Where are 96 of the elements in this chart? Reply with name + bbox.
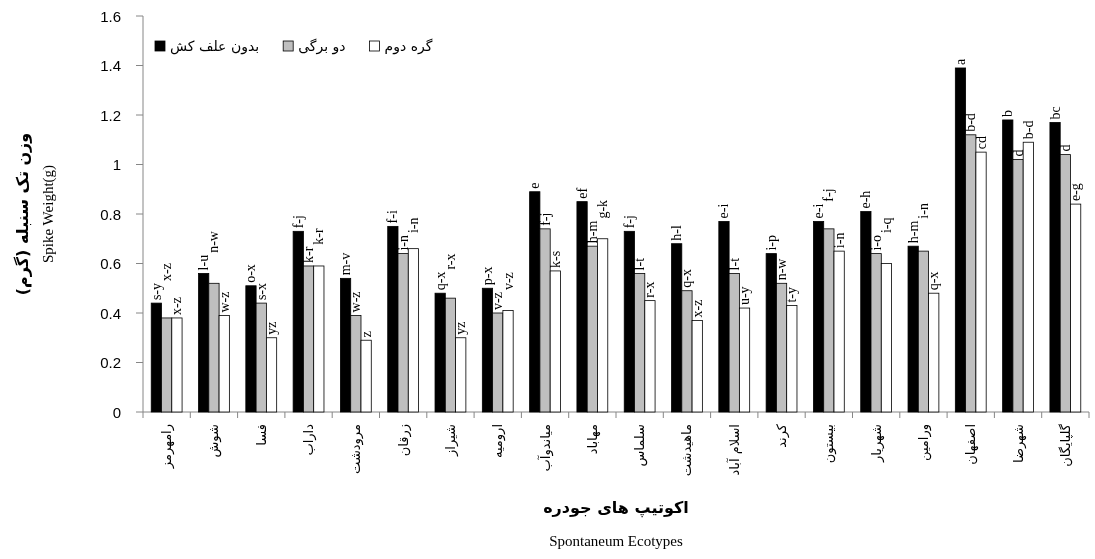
category-label: فسا (253, 424, 269, 446)
data-label: k-r (301, 246, 317, 263)
legend-label: بدون علف کش (170, 38, 260, 54)
data-label: k-s (547, 250, 563, 268)
data-label: b-d (1020, 120, 1036, 140)
data-label: e-i (716, 203, 732, 219)
data-label: v-z (500, 272, 516, 291)
data-label: cd (973, 135, 989, 150)
data-label: e-i (811, 203, 827, 219)
y-tick-label: 1.2 (100, 106, 121, 124)
data-label: o-x (243, 264, 259, 283)
data-label: q-x (926, 271, 942, 291)
category-label: مرودشت (348, 424, 364, 474)
category-label: کرند (774, 424, 790, 448)
data-label: b-d (963, 113, 979, 132)
data-label: ef (574, 187, 590, 199)
data-label: f-j (821, 188, 837, 202)
category-label: سلماس (632, 424, 648, 467)
data-label: v-z (490, 292, 506, 310)
data-label: f-i (385, 210, 401, 224)
data-label: x-z (689, 299, 705, 318)
data-label: h-l (669, 225, 685, 241)
data-label: m-v (338, 252, 354, 276)
category-label: اسلام آباد (726, 424, 742, 476)
category-label: میاندوآب (537, 424, 553, 472)
data-label: w-z (216, 291, 232, 313)
data-label: n-w (206, 231, 222, 253)
data-label: e (527, 182, 543, 189)
data-label: i-n (405, 217, 421, 234)
data-label: s-x (253, 283, 269, 301)
y-tick-label: 1 (112, 156, 121, 173)
category-label: شوش (206, 424, 222, 458)
legend-label: دو برگی (298, 38, 346, 54)
data-label: r-x (442, 253, 458, 270)
data-label: z (358, 331, 374, 338)
data-label: n-w (774, 258, 790, 281)
y-tick-label: 0 (112, 403, 121, 421)
data-label: f-j (290, 215, 306, 229)
data-label: i-p (763, 235, 779, 251)
category-label: شهریار (868, 424, 884, 462)
data-label: p-x (479, 266, 495, 286)
data-label: d (1057, 144, 1073, 152)
category-label: گلپایگان (1057, 424, 1073, 467)
data-label: a (952, 58, 968, 65)
data-label: x-z (159, 263, 175, 281)
category-label: داراب (301, 424, 317, 456)
category-label: مهاباد (584, 424, 600, 455)
data-label: i-n (915, 203, 931, 219)
category-label: ماهیدشت (679, 424, 695, 477)
data-label: d (1010, 149, 1026, 157)
data-label: r-x (642, 281, 658, 298)
data-label: x-z (169, 297, 185, 315)
data-label: g-k (595, 199, 611, 219)
category-label: رامهرمز (159, 424, 175, 469)
y-axis-title: وزن تک سنبله (گرم) (12, 132, 32, 296)
data-label: e-h (858, 190, 874, 209)
data-label: s-y (148, 283, 164, 301)
x-axis-title: Spontaneum Ecotypes (549, 533, 683, 549)
data-label: l-u (196, 254, 212, 271)
category-label: زرقان (395, 424, 411, 457)
data-label: u-y (737, 286, 753, 306)
data-label: h-m (584, 220, 600, 244)
y-tick-label: 1.4 (100, 57, 121, 74)
data-label: l-t (726, 257, 742, 271)
data-label: i-n (831, 232, 847, 249)
data-label: q-x (432, 271, 448, 291)
y-tick-label: 0.4 (100, 304, 121, 322)
legend-label: گره دوم (384, 38, 433, 54)
data-label: yz (453, 321, 469, 335)
x-axis-title: اکوتیپ های جودره (543, 497, 689, 517)
y-tick-label: 0.8 (100, 205, 121, 223)
data-label: q-x (679, 269, 695, 288)
data-label: t-y (784, 287, 800, 303)
data-label: e-g (1068, 183, 1084, 202)
category-label: ورامین (915, 424, 931, 461)
data-label: i-o (868, 235, 884, 251)
data-label: l-t (632, 257, 648, 271)
category-label: شیراز (442, 424, 458, 456)
category-label: ارومیه (490, 424, 506, 459)
y-tick-label: 0.6 (100, 255, 121, 272)
data-label: k-r (311, 228, 327, 245)
category-label: شهرضا (1010, 424, 1026, 464)
data-label: f-j (621, 215, 637, 229)
data-label: i-n (395, 235, 411, 251)
y-tick-label: 0.2 (100, 354, 121, 371)
category-label: اصفهان (963, 424, 979, 465)
data-label: f-j (537, 212, 553, 226)
data-label: bc (1047, 106, 1063, 120)
category-label: بیستون (821, 424, 837, 464)
data-label: i-q (878, 217, 894, 234)
y-tick-label: 1.6 (100, 7, 121, 25)
y-axis-title: Spike Weight(g) (40, 164, 56, 264)
data-label: yz (264, 321, 280, 335)
data-label: b (1000, 109, 1016, 117)
data-label: h-m (905, 220, 921, 244)
data-label: w-z (348, 291, 364, 313)
